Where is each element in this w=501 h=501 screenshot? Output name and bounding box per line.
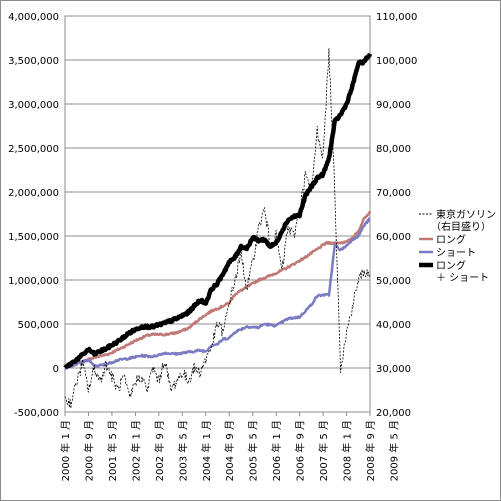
right-axis-tick-label: 100,000 — [376, 56, 417, 67]
right-axis-tick-labels: 110,000 100,000 90,000 80,000 70,000 60,000 50… — [376, 12, 417, 419]
x-axis-tick-label: 2009 年 5 月 — [387, 420, 400, 481]
x-axis-tick-label: 2004 年 1 月 — [200, 420, 213, 481]
x-axis-tick-label: 2002 年 1 月 — [129, 420, 142, 481]
x-axis-tick-label: 2008 年 1 月 — [341, 420, 354, 481]
right-axis-tick-label: 60,000 — [376, 232, 411, 243]
series-line-long — [64, 210, 372, 370]
right-axis-tick-label: 70,000 — [376, 188, 411, 199]
legend-label: ロング — [436, 259, 466, 272]
left-axis-tick-label: 2,000,000 — [8, 188, 59, 199]
legend-label-line2: ＋ ショート — [436, 273, 489, 284]
series-lines — [63, 48, 373, 409]
legend-label-line2: （右目盛り） — [431, 220, 491, 233]
x-axis-tick-label: 2001 年 5 月 — [106, 420, 119, 481]
right-axis-tick-label: 80,000 — [376, 144, 411, 155]
left-axis-tick-label: 2,500,000 — [8, 144, 59, 155]
series-line-gasoline — [64, 48, 371, 409]
right-axis-tick-label: 110,000 — [376, 12, 417, 23]
series-line-short — [64, 217, 371, 370]
x-axis-tick-labels: 2000 年 1 月 2000 年 9 月 2001 年 5 月 2002 年 1 月… — [59, 412, 400, 481]
x-axis-tick-label: 2006 年 9 月 — [294, 420, 307, 481]
left-axis-tick-label: -500,000 — [14, 408, 59, 419]
right-axis-tick-label: 30,000 — [376, 364, 411, 375]
x-axis-tick-label: 2003 年 5 月 — [176, 420, 189, 481]
left-axis-tick-label: 0 — [53, 364, 59, 375]
x-axis-tick-label: 2002 年 9 月 — [153, 420, 166, 481]
left-axis-tick-label: 4,000,000 — [8, 12, 59, 23]
left-axis-tick-label: 3,500,000 — [8, 56, 59, 67]
x-axis-tick-label: 2000 年 1 月 — [59, 420, 72, 481]
legend-label: ロング — [436, 233, 466, 246]
legend-label: ショート — [436, 248, 476, 259]
x-axis-tick-label: 2004 年 9 月 — [223, 420, 236, 481]
x-axis-tick-label: 2000 年 9 月 — [82, 420, 95, 481]
left-axis-tick-labels: 4,000,000 3,500,000 3,000,000 2,500,000 2,00… — [8, 12, 59, 419]
right-axis-tick-label: 40,000 — [376, 320, 411, 331]
x-axis-tick-label: 2005 年 5 月 — [247, 420, 260, 481]
right-axis-tick-label: 90,000 — [376, 100, 411, 111]
left-axis-tick-label: 1,500,000 — [8, 232, 59, 243]
series-line-long-plus-short — [63, 53, 373, 370]
left-axis-tick-label: 500,000 — [18, 320, 59, 331]
legend-label: 東京ガソリン — [436, 208, 496, 221]
right-axis-tick-label: 50,000 — [376, 276, 411, 287]
left-axis-tick-label: 1,000,000 — [8, 276, 59, 287]
x-axis-tick-label: 2006 年 1 月 — [270, 420, 283, 481]
x-axis-tick-label: 2008 年 9 月 — [364, 420, 377, 481]
left-axis-tick-label: 3,000,000 — [8, 100, 59, 111]
x-axis-tick-label: 2007 年 5 月 — [317, 420, 330, 481]
